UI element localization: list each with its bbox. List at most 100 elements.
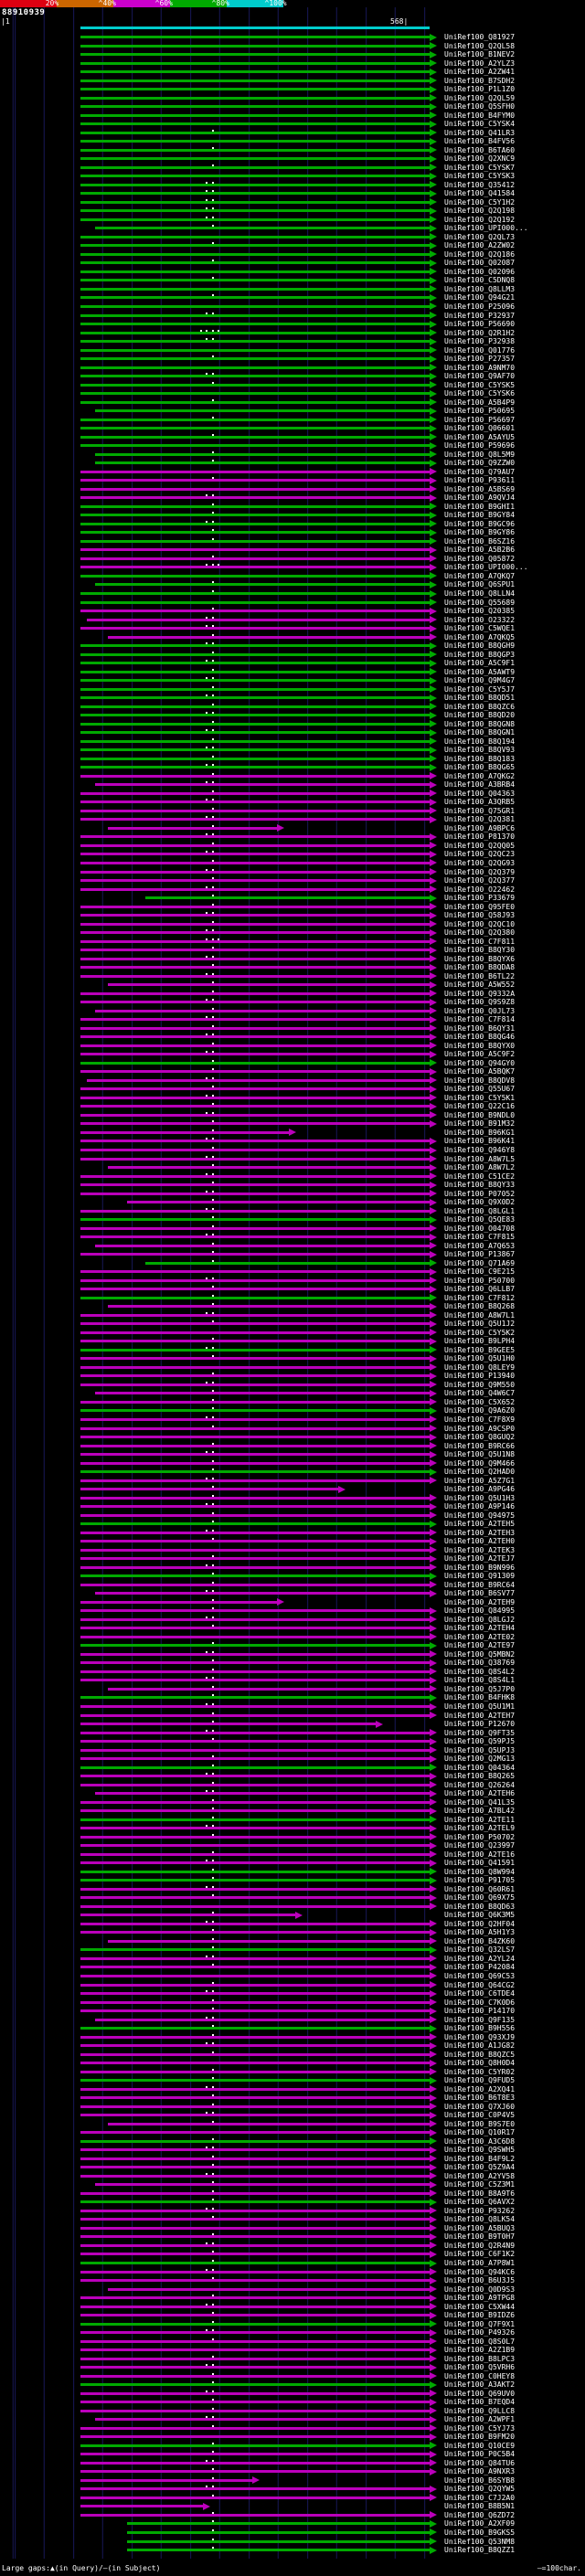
alignment-row[interactable]: UniRef100_A3QRB5 bbox=[0, 798, 585, 807]
alignment-row[interactable]: UniRef100_B8QD63 bbox=[0, 1903, 585, 1912]
alignment-row[interactable]: UniRef100_A2WPF1 bbox=[0, 2415, 585, 2424]
alignment-row[interactable]: UniRef100_B4FHK8 bbox=[0, 1693, 585, 1702]
alignment-row[interactable]: UniRef100_A2TEH5 bbox=[0, 1520, 585, 1529]
alignment-row[interactable]: UniRef100_B8QYX0 bbox=[0, 1042, 585, 1051]
alignment-row[interactable]: UniRef100_A2TEK3 bbox=[0, 1546, 585, 1555]
alignment-row[interactable]: UniRef100_Q60R61 bbox=[0, 1885, 585, 1894]
alignment-row[interactable]: UniRef100_P50702 bbox=[0, 1833, 585, 1842]
alignment-row[interactable]: UniRef100_B91M32 bbox=[0, 1119, 585, 1129]
alignment-row[interactable]: UniRef100_Q2Q198 bbox=[0, 207, 585, 216]
alignment-row[interactable]: UniRef100_B8QGN8 bbox=[0, 720, 585, 729]
alignment-row[interactable]: UniRef100_P42084 bbox=[0, 1963, 585, 1972]
alignment-row[interactable]: UniRef100_Q5Z9A4 bbox=[0, 2163, 585, 2172]
alignment-row[interactable]: UniRef100_O04708 bbox=[0, 1224, 585, 1234]
alignment-row[interactable]: UniRef100_C5YJ73 bbox=[0, 2424, 585, 2433]
alignment-row[interactable]: UniRef100_C5YSK6 bbox=[0, 389, 585, 398]
alignment-row[interactable]: UniRef100_B6TA60 bbox=[0, 146, 585, 155]
alignment-row[interactable]: UniRef100_Q38769 bbox=[0, 1659, 585, 1668]
alignment-row[interactable]: UniRef100_B9RC64 bbox=[0, 1581, 585, 1590]
alignment-row[interactable]: UniRef100_A2TE97 bbox=[0, 1641, 585, 1650]
alignment-row[interactable]: UniRef100_B9GC96 bbox=[0, 520, 585, 529]
alignment-row[interactable]: UniRef100_Q5UPJ3 bbox=[0, 1746, 585, 1755]
alignment-row[interactable]: UniRef100_Q7F9X1 bbox=[0, 2320, 585, 2329]
alignment-row[interactable]: UniRef100_A2TEH7 bbox=[0, 1712, 585, 1721]
alignment-row[interactable]: UniRef100_B8QG65 bbox=[0, 763, 585, 772]
alignment-row[interactable]: UniRef100_B8B5N1 bbox=[0, 2502, 585, 2511]
alignment-row[interactable]: UniRef100_B8QG46 bbox=[0, 1033, 585, 1042]
alignment-row[interactable]: UniRef100_C9E215 bbox=[0, 1267, 585, 1277]
alignment-row[interactable]: UniRef100_Q946Y8 bbox=[0, 1146, 585, 1155]
alignment-row[interactable]: UniRef100_A2ZW02 bbox=[0, 241, 585, 250]
alignment-row[interactable]: UniRef100_Q2QC10 bbox=[0, 920, 585, 929]
alignment-row[interactable]: UniRef100_P1L1Z0 bbox=[0, 85, 585, 94]
alignment-row[interactable]: UniRef100_A5BS69 bbox=[0, 485, 585, 494]
alignment-row[interactable]: UniRef100_Q10CE9 bbox=[0, 2442, 585, 2451]
alignment-row[interactable]: UniRef100_Q9FUD5 bbox=[0, 2076, 585, 2085]
alignment-row[interactable]: UniRef100_A9PG46 bbox=[0, 1485, 585, 1494]
alignment-row[interactable]: UniRef100_Q8S0L7 bbox=[0, 2337, 585, 2347]
alignment-row[interactable]: UniRef100_Q94KC6 bbox=[0, 2268, 585, 2277]
alignment-row[interactable]: UniRef100_Q8LLN4 bbox=[0, 589, 585, 599]
alignment-row[interactable]: UniRef100_A7QKQ7 bbox=[0, 572, 585, 581]
alignment-row[interactable]: UniRef100_B8QV93 bbox=[0, 746, 585, 755]
alignment-row[interactable]: UniRef100_Q84995 bbox=[0, 1606, 585, 1616]
alignment-row[interactable]: UniRef100_A2TEH0 bbox=[0, 1537, 585, 1546]
alignment-row[interactable]: UniRef100_A9BPC6 bbox=[0, 824, 585, 833]
alignment-row[interactable]: UniRef100_Q32LS7 bbox=[0, 1945, 585, 1955]
alignment-row[interactable]: UniRef100_Q2QL59 bbox=[0, 94, 585, 103]
alignment-row[interactable]: UniRef100_A2TEH3 bbox=[0, 1529, 585, 1538]
alignment-row[interactable]: UniRef100_Q20385 bbox=[0, 607, 585, 616]
alignment-row[interactable]: UniRef100_Q6AVX2 bbox=[0, 2198, 585, 2207]
alignment-row[interactable]: UniRef100_Q2QL58 bbox=[0, 42, 585, 51]
alignment-row[interactable]: UniRef100_Q2Q379 bbox=[0, 868, 585, 877]
alignment-row[interactable]: UniRef100_Q71A69 bbox=[0, 1259, 585, 1268]
alignment-row[interactable]: UniRef100_Q04363 bbox=[0, 790, 585, 799]
alignment-row[interactable]: UniRef100_Q8W994 bbox=[0, 1868, 585, 1877]
alignment-row[interactable]: UniRef100_P12670 bbox=[0, 1720, 585, 1729]
alignment-row[interactable]: UniRef100_P49326 bbox=[0, 2328, 585, 2337]
alignment-row[interactable]: UniRef100_B9T0H7 bbox=[0, 2232, 585, 2242]
alignment-row[interactable]: UniRef100_A2YLZ3 bbox=[0, 59, 585, 69]
alignment-row[interactable]: UniRef100_Q26264 bbox=[0, 1781, 585, 1790]
alignment-row[interactable]: UniRef100_Q69UV0 bbox=[0, 2390, 585, 2399]
alignment-row[interactable]: UniRef100_A8W7L2 bbox=[0, 1163, 585, 1172]
alignment-row[interactable]: UniRef100_B8QYX6 bbox=[0, 955, 585, 964]
alignment-row[interactable]: UniRef100_Q94G21 bbox=[0, 293, 585, 302]
alignment-row[interactable]: UniRef100_A9P146 bbox=[0, 1502, 585, 1511]
alignment-row[interactable]: UniRef100_Q8LK54 bbox=[0, 2215, 585, 2224]
alignment-row[interactable]: UniRef100_B6SV77 bbox=[0, 1589, 585, 1598]
alignment-row[interactable]: UniRef100_A2TEJ7 bbox=[0, 1554, 585, 1564]
alignment-row[interactable]: UniRef100_P93611 bbox=[0, 476, 585, 485]
alignment-row[interactable]: UniRef100_Q9F135 bbox=[0, 2016, 585, 2025]
alignment-row[interactable]: UniRef100_B9N996 bbox=[0, 1564, 585, 1573]
alignment-row[interactable]: UniRef100_P32938 bbox=[0, 337, 585, 346]
alignment-row[interactable]: UniRef100_A2XQ41 bbox=[0, 2085, 585, 2094]
alignment-row[interactable]: UniRef100_Q9M4G7 bbox=[0, 676, 585, 685]
alignment-row[interactable]: UniRef100_A2XF09 bbox=[0, 2519, 585, 2528]
alignment-row[interactable]: UniRef100_C7F814 bbox=[0, 1015, 585, 1024]
alignment-row[interactable]: UniRef100_A5H1Y3 bbox=[0, 1928, 585, 1937]
alignment-row[interactable]: UniRef100_A2TE02 bbox=[0, 1633, 585, 1642]
alignment-row[interactable]: UniRef100_Q5U1N8 bbox=[0, 1450, 585, 1459]
alignment-row[interactable]: UniRef100_A7Q653 bbox=[0, 1242, 585, 1251]
alignment-row[interactable]: UniRef100_Q05872 bbox=[0, 555, 585, 564]
alignment-row[interactable]: UniRef100_A2TEH6 bbox=[0, 1789, 585, 1798]
alignment-row[interactable]: UniRef100_Q9SWH5 bbox=[0, 2146, 585, 2155]
alignment-row[interactable]: UniRef100_A9CSP0 bbox=[0, 1425, 585, 1434]
alignment-row[interactable]: UniRef100_A5C9F1 bbox=[0, 659, 585, 668]
alignment-row[interactable]: UniRef100_B6TL22 bbox=[0, 972, 585, 981]
alignment-row[interactable]: UniRef100_P50700 bbox=[0, 1277, 585, 1286]
alignment-row[interactable]: UniRef100_C0P4V5 bbox=[0, 2111, 585, 2120]
alignment-row[interactable]: UniRef100_B6QY31 bbox=[0, 1024, 585, 1034]
alignment-row[interactable]: UniRef100_Q6ZD72 bbox=[0, 2511, 585, 2520]
alignment-row[interactable]: UniRef100_C5XW44 bbox=[0, 2303, 585, 2312]
alignment-row[interactable]: UniRef100_B9LPH4 bbox=[0, 1337, 585, 1346]
alignment-row[interactable]: UniRef100_Q8S4L2 bbox=[0, 1668, 585, 1677]
alignment-row[interactable]: UniRef100_Q94975 bbox=[0, 1511, 585, 1521]
alignment-row[interactable]: UniRef100_Q5MBN2 bbox=[0, 1650, 585, 1659]
alignment-row[interactable]: UniRef100_Q2QQ05 bbox=[0, 842, 585, 851]
alignment-row[interactable]: UniRef100_Q8S4L1 bbox=[0, 1676, 585, 1685]
alignment-row[interactable]: UniRef100_A7P8W1 bbox=[0, 2259, 585, 2268]
alignment-row[interactable]: UniRef100_Q5SFH0 bbox=[0, 102, 585, 111]
alignment-row[interactable]: UniRef100_Q02096 bbox=[0, 268, 585, 277]
